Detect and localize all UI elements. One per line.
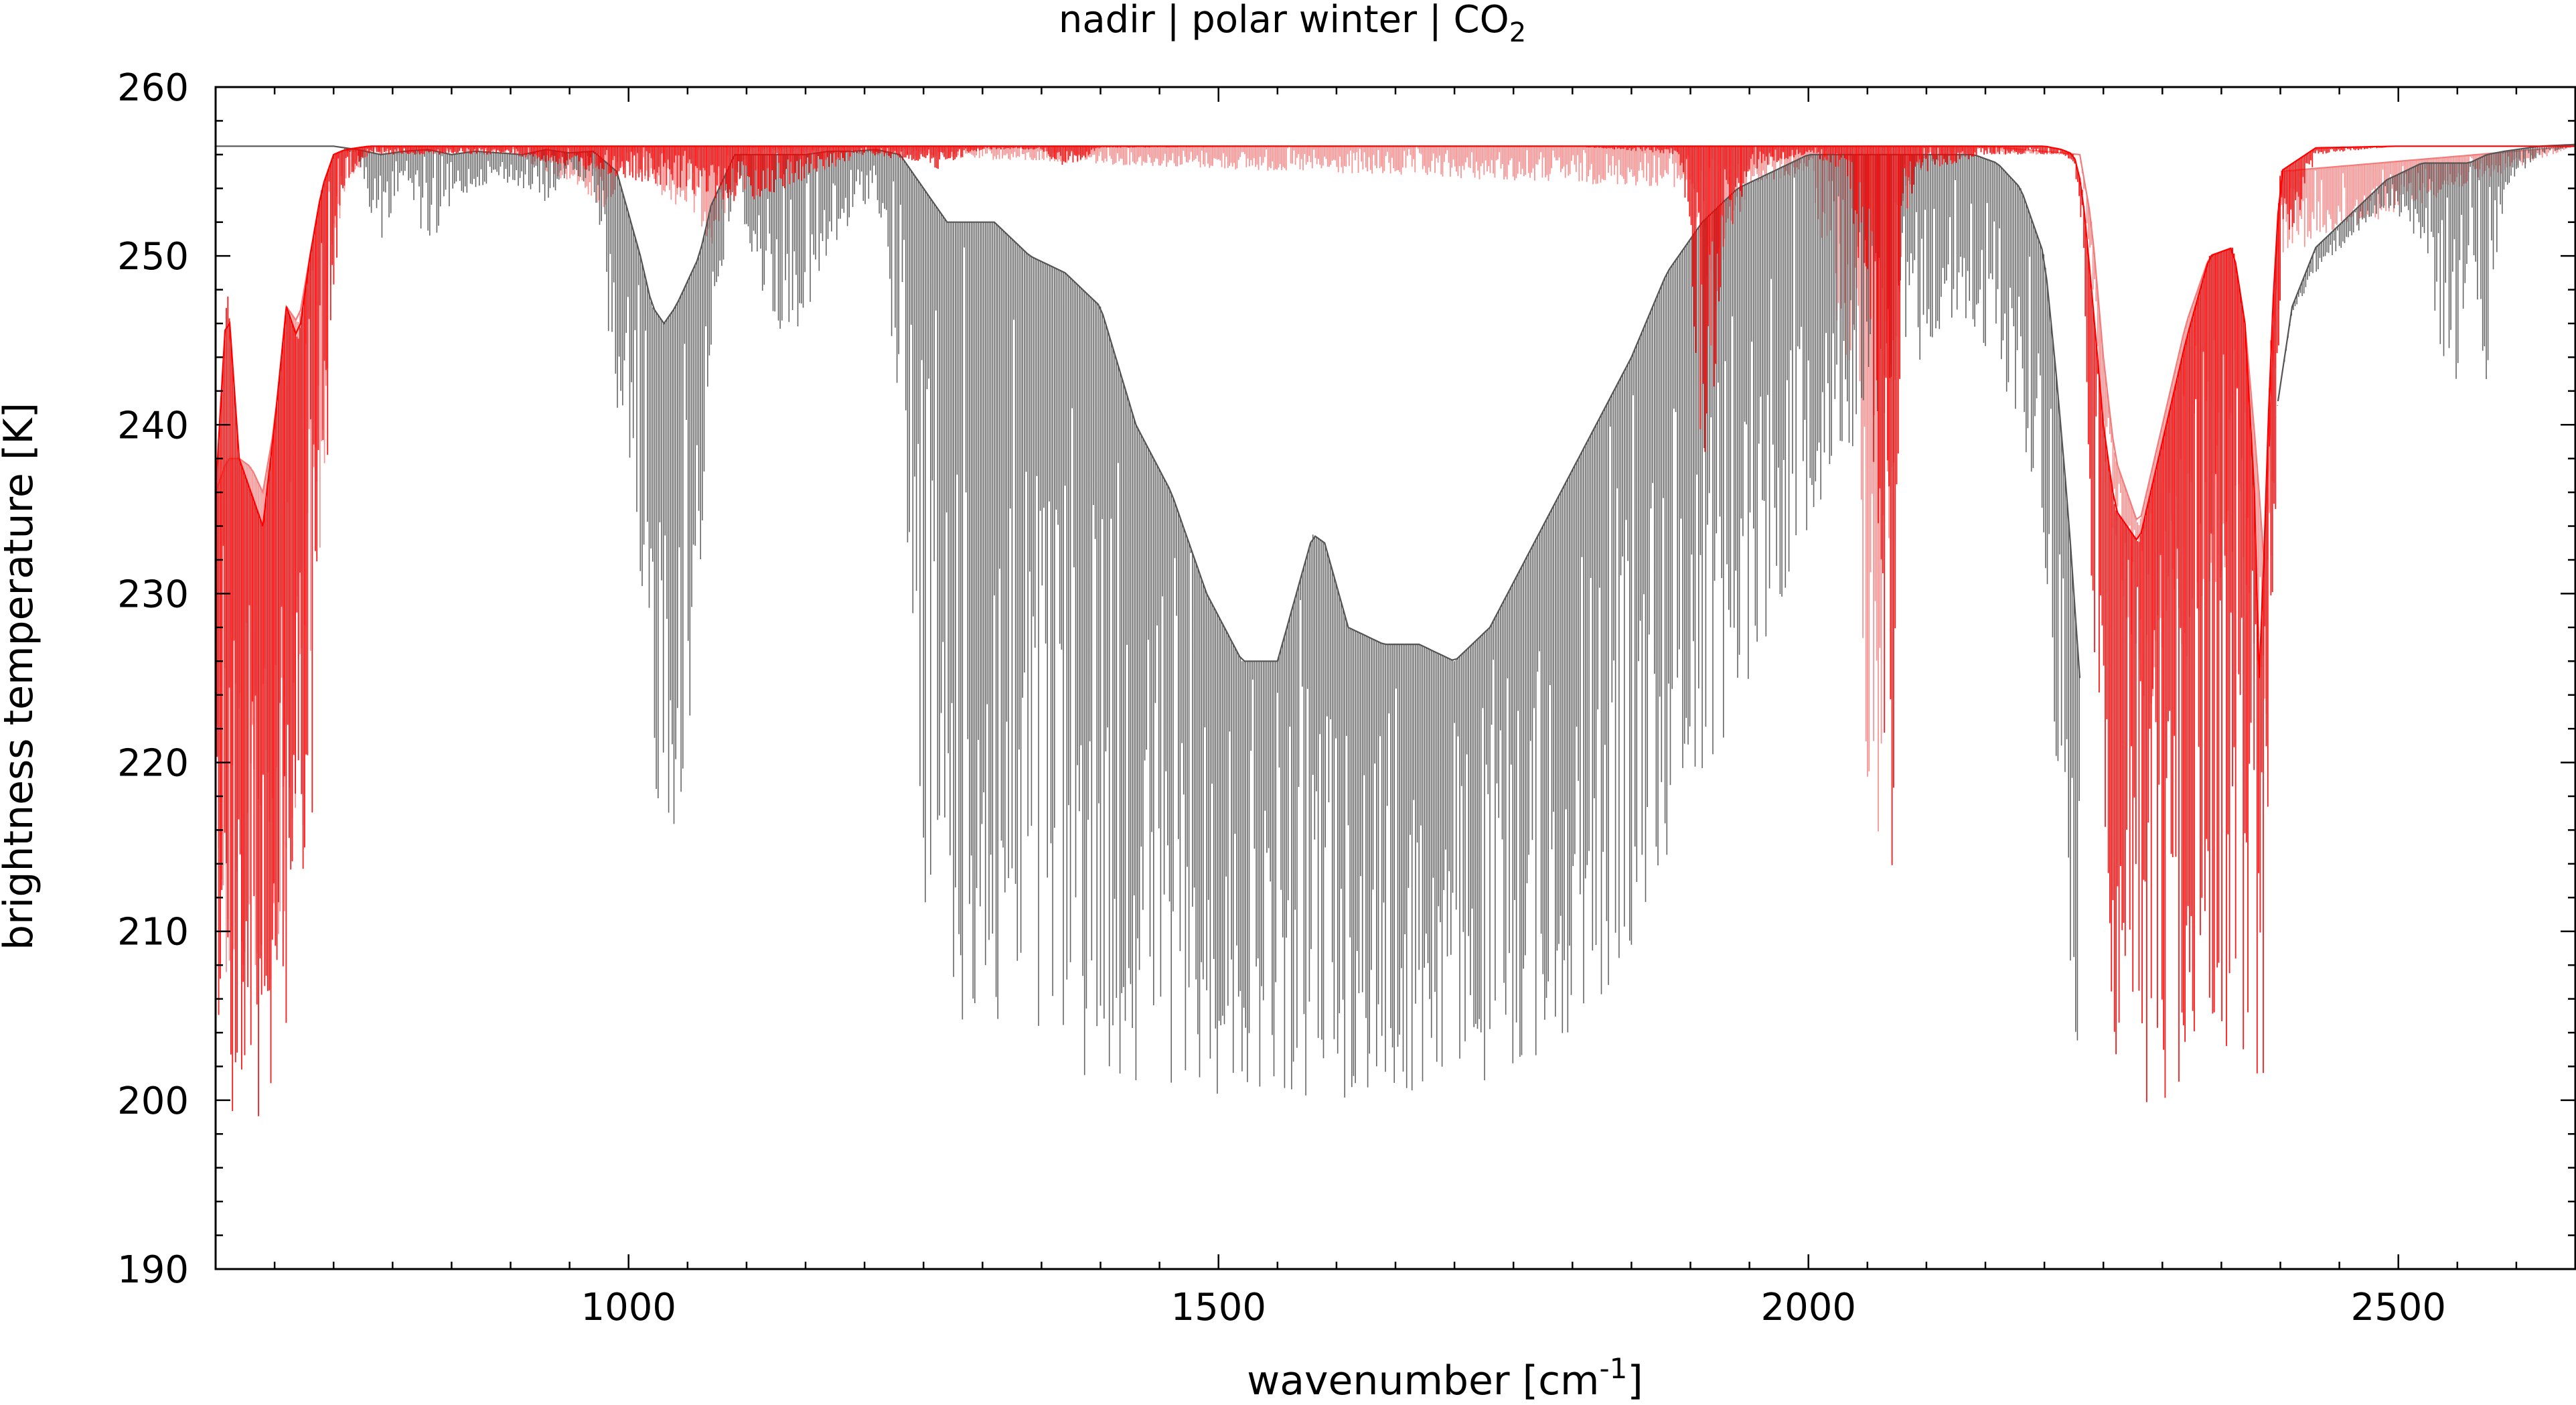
chart-title-text: nadir | polar winter | CO	[1059, 0, 1509, 42]
x-axis-label-suffix: ]	[1627, 1357, 1643, 1404]
y-tick-label: 190	[117, 1248, 189, 1292]
y-tick-label: 230	[117, 573, 189, 616]
series-grey-envelope	[216, 143, 2576, 678]
y-axis-label: brightness temperature [K]	[0, 402, 42, 950]
x-tick-label: 2000	[1760, 1286, 1856, 1329]
series-grey-lines	[333, 144, 2575, 1098]
x-axis-label-text: wavenumber [cm	[1247, 1357, 1599, 1404]
x-tick-labels: 1000 1500 2000 2500	[581, 1286, 2446, 1329]
x-tick-label: 1000	[581, 1286, 676, 1329]
x-tick-label: 2500	[2350, 1286, 2446, 1329]
y-tick-label: 220	[117, 742, 189, 786]
spectra-layer	[214, 143, 2576, 1116]
y-tick-label: 210	[117, 911, 189, 954]
series-red-envelope	[214, 145, 2575, 678]
y-tick-label: 260	[117, 66, 189, 110]
axis-ticks	[214, 86, 2576, 1270]
x-tick-label: 1500	[1170, 1286, 1266, 1329]
series-red-lines	[215, 146, 2398, 1116]
series-red	[214, 145, 2575, 1116]
y-tick-label: 240	[117, 404, 189, 447]
series-grey	[216, 143, 2576, 1098]
chart-title-subscript: 2	[1509, 17, 1526, 48]
y-tick-labels: 190 200 210 220 230 240 250 260	[117, 66, 189, 1292]
x-axis-label: wavenumber [cm-1]	[1247, 1352, 1643, 1404]
chart-title: nadir | polar winter | CO2	[1059, 0, 1526, 48]
y-tick-label: 250	[117, 235, 189, 279]
plot-frame	[214, 86, 2576, 1270]
x-axis-label-superscript: -1	[1600, 1352, 1628, 1385]
y-tick-label: 200	[117, 1080, 189, 1123]
